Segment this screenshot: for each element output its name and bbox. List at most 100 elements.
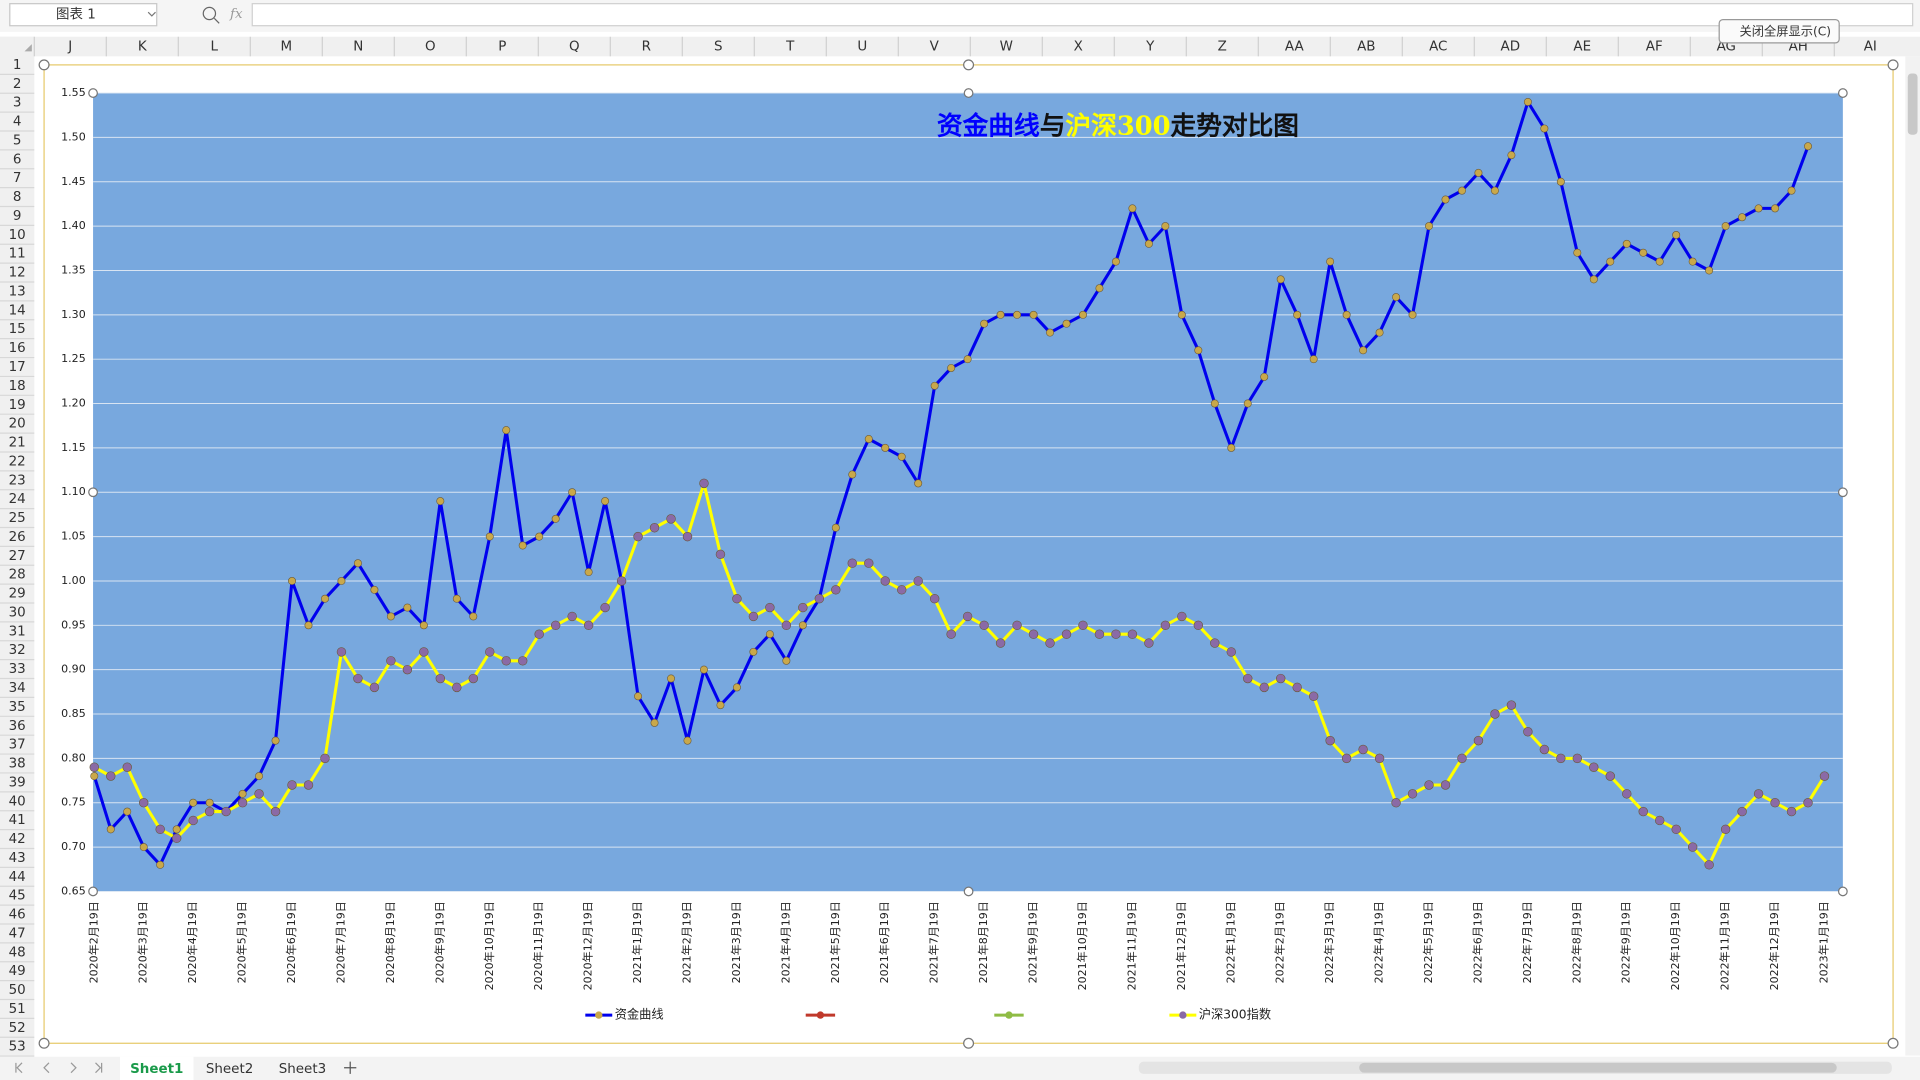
point-marker <box>1111 257 1120 266</box>
row-header: 35 <box>9 700 26 715</box>
legend-swatch-marker <box>1179 1011 1187 1019</box>
point-marker <box>1391 798 1401 808</box>
select-all[interactable] <box>24 44 32 52</box>
point-marker <box>1045 638 1055 648</box>
add-sheet[interactable] <box>344 1061 357 1074</box>
x-tick-label: 2021年6月19日 <box>877 901 891 983</box>
formula-bar[interactable] <box>251 3 1914 27</box>
row-header: 48 <box>9 945 26 960</box>
point-marker <box>847 558 857 568</box>
point-marker <box>1260 372 1269 381</box>
y-tick-label: 0.65 <box>61 884 86 897</box>
x-tick-label: 2020年3月19日 <box>136 901 150 983</box>
active-sheet-tab[interactable] <box>120 1056 194 1080</box>
row-header: 6 <box>13 152 22 167</box>
point-marker <box>1341 753 1352 764</box>
column-header: AA <box>1285 40 1305 55</box>
x-tick-label: 2022年5月19日 <box>1421 901 1435 983</box>
point-marker <box>782 656 791 665</box>
y-tick-label: 1.45 <box>61 175 86 188</box>
point-marker <box>1243 399 1252 408</box>
point-marker <box>1540 124 1549 133</box>
point-marker <box>914 479 923 488</box>
sheet-tab[interactable]: Sheet1 <box>130 1062 183 1077</box>
x-tick-label: 2021年1月19日 <box>630 901 644 983</box>
point-marker <box>1507 151 1516 160</box>
point-marker <box>337 576 346 585</box>
point-marker <box>848 470 857 479</box>
row-header: 49 <box>9 964 26 979</box>
point-marker <box>1523 727 1533 737</box>
row-header: 31 <box>9 624 26 639</box>
row-header: 17 <box>9 360 26 375</box>
close-fullscreen-button[interactable] <box>1718 18 1840 44</box>
point-marker <box>320 753 330 764</box>
x-tick-label: 2021年12月19日 <box>1174 901 1188 990</box>
point-marker <box>584 568 593 577</box>
point-marker <box>1803 798 1813 808</box>
point-marker <box>1078 620 1088 631</box>
row-header: 53 <box>9 1040 26 1055</box>
x-tick-label: 2020年4月19日 <box>185 901 199 983</box>
sheet-nav[interactable] <box>15 1062 103 1074</box>
point-marker <box>1326 257 1335 266</box>
point-marker <box>172 825 181 834</box>
point-marker <box>139 843 148 852</box>
point-marker <box>880 576 890 586</box>
point-marker <box>171 833 182 843</box>
point-marker <box>1770 798 1780 808</box>
row-header: 25 <box>9 511 26 526</box>
zoom-icon[interactable] <box>202 6 217 21</box>
point-marker <box>1078 310 1087 319</box>
point-marker <box>1309 355 1318 364</box>
point-marker <box>996 310 1005 319</box>
point-marker <box>1622 789 1632 799</box>
point-marker <box>255 772 264 781</box>
row-header: 34 <box>9 681 26 696</box>
point-marker <box>386 656 396 666</box>
horizontal-scroll-thumb[interactable] <box>1359 1062 1837 1073</box>
fx-label[interactable]: fx <box>229 7 243 22</box>
y-tick-label: 0.70 <box>61 840 86 853</box>
point-marker <box>1177 611 1187 622</box>
name-box-text: 图表 1 <box>56 7 96 23</box>
point-marker <box>1605 771 1615 781</box>
y-tick-label: 1.40 <box>61 219 86 232</box>
y-tick-label: 1.10 <box>61 485 86 498</box>
row-header: 38 <box>9 757 26 772</box>
point-marker <box>123 807 132 816</box>
row-header: 46 <box>9 908 26 923</box>
name-box[interactable] <box>9 3 158 27</box>
sheet-tab[interactable]: Sheet2 <box>206 1062 253 1077</box>
point-marker <box>683 736 692 745</box>
row-header: 21 <box>9 436 26 451</box>
point-marker <box>749 647 758 656</box>
column-header: Q <box>569 40 580 55</box>
point-marker <box>1013 310 1022 319</box>
point-marker <box>601 497 610 506</box>
point-marker <box>1128 204 1137 213</box>
point-marker <box>1293 310 1302 319</box>
point-marker <box>288 576 297 585</box>
point-marker <box>980 319 989 328</box>
row-header: 2 <box>13 77 22 92</box>
point-marker <box>353 559 362 568</box>
point-marker <box>1556 753 1566 764</box>
x-tick-label: 2020年2月19日 <box>86 901 100 983</box>
vertical-scroll-thumb[interactable] <box>1907 73 1918 135</box>
vertical-scrollbar[interactable] <box>1905 56 1920 1056</box>
sheet-tab[interactable]: Sheet3 <box>279 1062 326 1077</box>
row-header: 37 <box>9 738 26 753</box>
point-marker <box>303 780 314 790</box>
point-marker <box>897 452 906 461</box>
point-marker <box>1177 310 1186 319</box>
row-header: 7 <box>13 171 22 186</box>
y-tick-label: 1.50 <box>61 130 86 143</box>
point-marker <box>89 762 100 772</box>
point-marker <box>831 523 840 532</box>
point-marker <box>1704 860 1714 870</box>
row-header: 40 <box>9 794 26 809</box>
point-marker <box>485 532 494 541</box>
column-header: J <box>67 40 72 55</box>
y-tick-label: 1.15 <box>61 441 86 454</box>
